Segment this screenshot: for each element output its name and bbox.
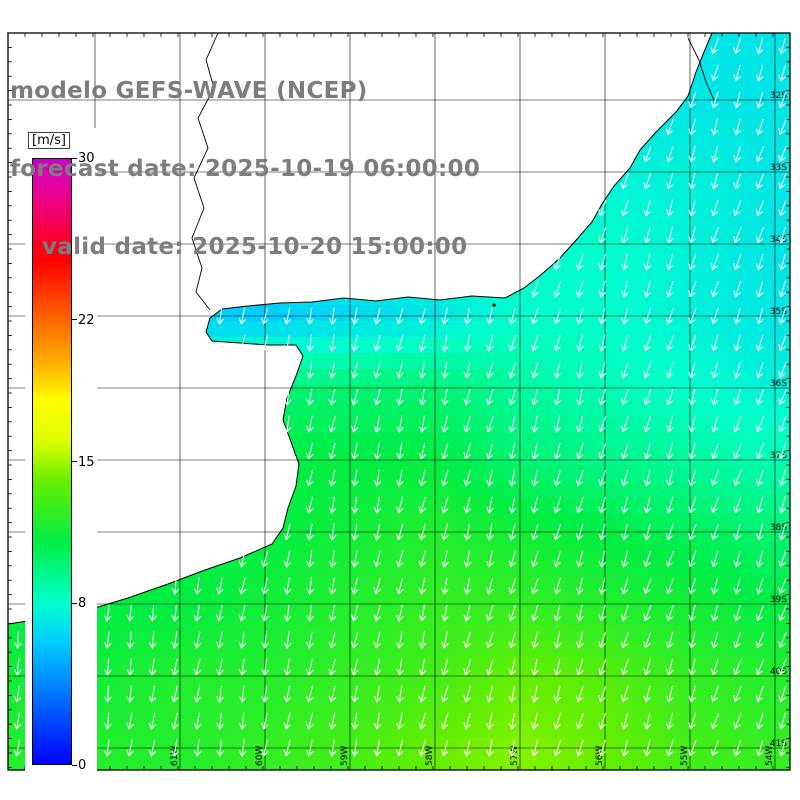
lat-label: 37S	[770, 451, 787, 461]
lat-label: 38S	[770, 523, 787, 533]
colorbar-tick-mark	[72, 319, 77, 321]
colorbar-tick-label: 30	[78, 151, 95, 166]
colorbar-tick-mark	[72, 602, 77, 604]
lon-label: 58W	[425, 746, 435, 766]
colorbar-tick-label: 0	[78, 758, 87, 773]
colorbar-gradient	[32, 158, 72, 765]
lat-label: 35S	[770, 307, 787, 317]
land-coastline	[7, 32, 715, 625]
lat-label: 41S	[770, 739, 787, 749]
colorbar-tick-mark	[72, 461, 77, 462]
lat-label: 40S	[770, 667, 787, 677]
colorbar: [m/s] 30 22 15 8 0	[25, 128, 97, 778]
lon-label: 57W	[510, 746, 520, 766]
map-frame	[7, 32, 791, 771]
colorbar-tick-mark	[72, 764, 77, 766]
lon-label: 60W	[255, 746, 265, 766]
lat-label: 34S	[770, 235, 787, 245]
lat-label: 33S	[770, 163, 787, 173]
lagoon-line	[687, 37, 715, 101]
wind-arrows	[13, 37, 787, 757]
lon-label: 54W	[765, 746, 775, 766]
coastline	[7, 32, 713, 625]
river-line	[191, 32, 219, 311]
colorbar-tick-label: 22	[78, 312, 95, 328]
colorbar-tick-label: 8	[78, 596, 87, 612]
colorbar-tick-mark	[72, 157, 77, 159]
island-dot	[492, 303, 496, 307]
colorbar-tick-label: 15	[78, 454, 95, 470]
lon-label: 56W	[595, 746, 605, 766]
lon-label: 59W	[340, 746, 350, 766]
lat-label: 32S	[770, 91, 787, 101]
colorbar-unit-label: [m/s]	[28, 132, 70, 149]
lat-label: 36S	[770, 379, 787, 389]
lat-label: 39S	[770, 595, 787, 605]
lon-label: 55W	[680, 746, 690, 766]
